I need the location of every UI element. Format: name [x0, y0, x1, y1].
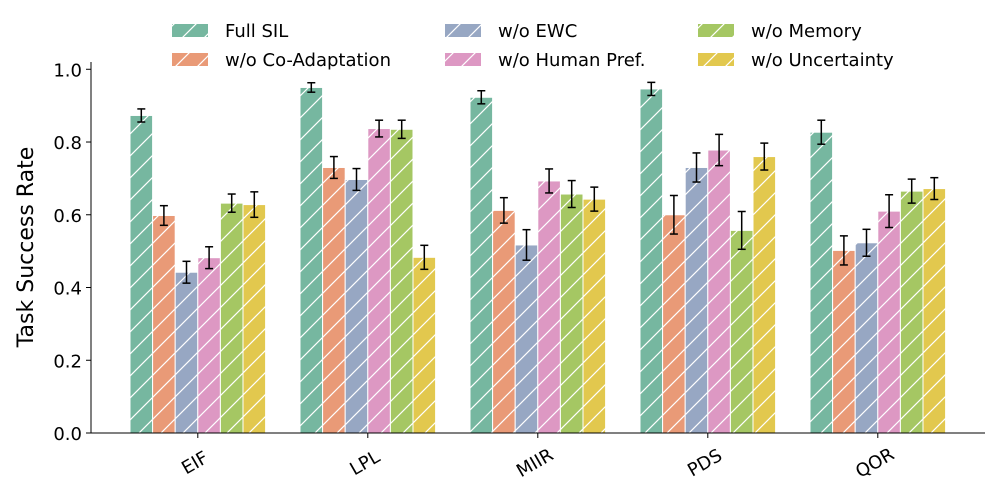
error-bar	[329, 155, 338, 180]
bar-eif-w-o-human-pref-	[197, 257, 221, 434]
bar-lpl-w-o-human-pref-	[367, 128, 391, 434]
bar-lpl-w-o-co-adaptation	[322, 166, 346, 434]
bar-lpl-w-o-uncertainty	[412, 256, 437, 434]
error-bar	[375, 119, 384, 138]
bar-miir-w-o-human-pref-	[537, 180, 561, 434]
error-bar	[839, 235, 848, 266]
x-tick-label-qor: QOR	[852, 444, 898, 483]
bar-qor-w-o-co-adaptation	[832, 249, 856, 434]
error-bar	[159, 204, 168, 227]
bar-qor-full-sil	[809, 131, 834, 434]
legend-item-w-o-uncertainty: w/o Uncertainty	[698, 50, 894, 71]
error-bar	[250, 191, 259, 219]
error-bar	[420, 244, 429, 271]
legend-swatch	[445, 24, 481, 37]
bar-pds-w-o-memory	[729, 229, 754, 434]
bar-qor-w-o-ewc	[854, 242, 879, 434]
y-tick-label: 1.0	[53, 60, 82, 81]
y-tick-label: 0.2	[53, 351, 82, 372]
bar-miir-w-o-uncertainty	[582, 198, 607, 434]
error-bar	[760, 142, 769, 171]
y-tick-label: 0.4	[53, 279, 82, 300]
bar-pds-w-o-uncertainty	[752, 156, 777, 434]
error-bar	[352, 167, 361, 192]
x-ticks: EIF LPL MIIR PDS QOR	[178, 433, 898, 483]
bars-area	[129, 81, 947, 434]
legend-swatch	[172, 53, 208, 66]
bar-miir-full-sil	[469, 96, 494, 434]
error-bar	[522, 228, 531, 261]
bar-pds-w-o-human-pref-	[707, 149, 731, 434]
error-bar	[862, 228, 871, 257]
error-bar	[817, 119, 826, 145]
error-bar	[930, 176, 939, 201]
error-bar	[477, 89, 486, 105]
bar-qor-w-o-memory	[899, 190, 924, 434]
y-ticks: 0.0 0.2 0.4 0.6 0.8 1.0	[53, 60, 91, 445]
error-bar	[307, 81, 316, 93]
bar-pds-full-sil	[639, 88, 664, 434]
legend-swatch	[172, 24, 208, 37]
legend-item-w-o-memory: w/o Memory	[698, 21, 862, 42]
error-bar	[647, 81, 656, 97]
error-bar	[715, 133, 724, 167]
bar-eif-w-o-ewc	[174, 271, 199, 434]
bar-qor-w-o-human-pref-	[877, 210, 901, 434]
legend-swatch	[445, 53, 481, 66]
bar-lpl-w-o-memory	[389, 128, 414, 434]
x-tick-label-lpl: LPL	[346, 446, 383, 480]
y-tick-label: 0.8	[53, 133, 82, 154]
legend-swatch	[698, 24, 734, 37]
error-bar	[137, 108, 146, 123]
error-bar	[545, 168, 554, 194]
error-bar	[885, 194, 894, 229]
legend-item-w-o-human-pref-: w/o Human Pref.	[445, 50, 646, 71]
bar-lpl-full-sil	[299, 86, 324, 434]
legend-label: w/o Human Pref.	[498, 50, 646, 71]
legend-item-full-sil: Full SIL	[172, 21, 288, 42]
error-bar	[567, 179, 576, 209]
bar-pds-w-o-co-adaptation	[662, 214, 686, 434]
legend-label: w/o Memory	[751, 21, 862, 42]
error-bar	[737, 210, 746, 251]
bar-miir-w-o-memory	[559, 193, 584, 434]
error-bar	[227, 193, 236, 213]
bar-eif-full-sil	[129, 114, 154, 434]
y-tick-label: 0.0	[53, 424, 82, 445]
legend-label: Full SIL	[225, 21, 288, 42]
error-bar	[499, 196, 508, 224]
bar-qor-w-o-uncertainty	[922, 188, 947, 434]
legend-item-w-o-ewc: w/o EWC	[445, 21, 577, 42]
legend-item-w-o-co-adaptation: w/o Co-Adaptation	[172, 50, 391, 71]
legend-swatch	[698, 53, 734, 66]
error-bar	[397, 119, 406, 140]
bar-miir-w-o-co-adaptation	[492, 209, 516, 434]
y-axis-label: Task Success Rate	[14, 147, 39, 348]
bar-eif-w-o-co-adaptation	[152, 214, 176, 434]
legend-label: w/o Uncertainty	[751, 50, 894, 71]
x-tick-label-pds: PDS	[684, 445, 726, 481]
x-tick-label-eif: EIF	[178, 447, 212, 479]
error-bar	[692, 152, 701, 183]
error-bar	[590, 186, 599, 212]
error-bar	[907, 178, 916, 204]
error-bar	[205, 246, 214, 270]
error-bar	[669, 194, 678, 235]
bar-pds-w-o-ewc	[684, 166, 709, 434]
bar-eif-w-o-uncertainty	[242, 204, 267, 434]
error-bar	[182, 260, 191, 284]
legend: Full SIL w/o Co-Adaptation w/o EWC w/o Huma…	[172, 21, 894, 71]
legend-label: w/o Co-Adaptation	[225, 50, 391, 71]
bar-eif-w-o-memory	[219, 202, 244, 434]
x-tick-label-miir: MIIR	[513, 444, 557, 482]
legend-label: w/o EWC	[498, 21, 577, 42]
y-tick-label: 0.6	[53, 206, 82, 227]
bar-miir-w-o-ewc	[514, 244, 539, 434]
bar-lpl-w-o-ewc	[344, 178, 369, 434]
